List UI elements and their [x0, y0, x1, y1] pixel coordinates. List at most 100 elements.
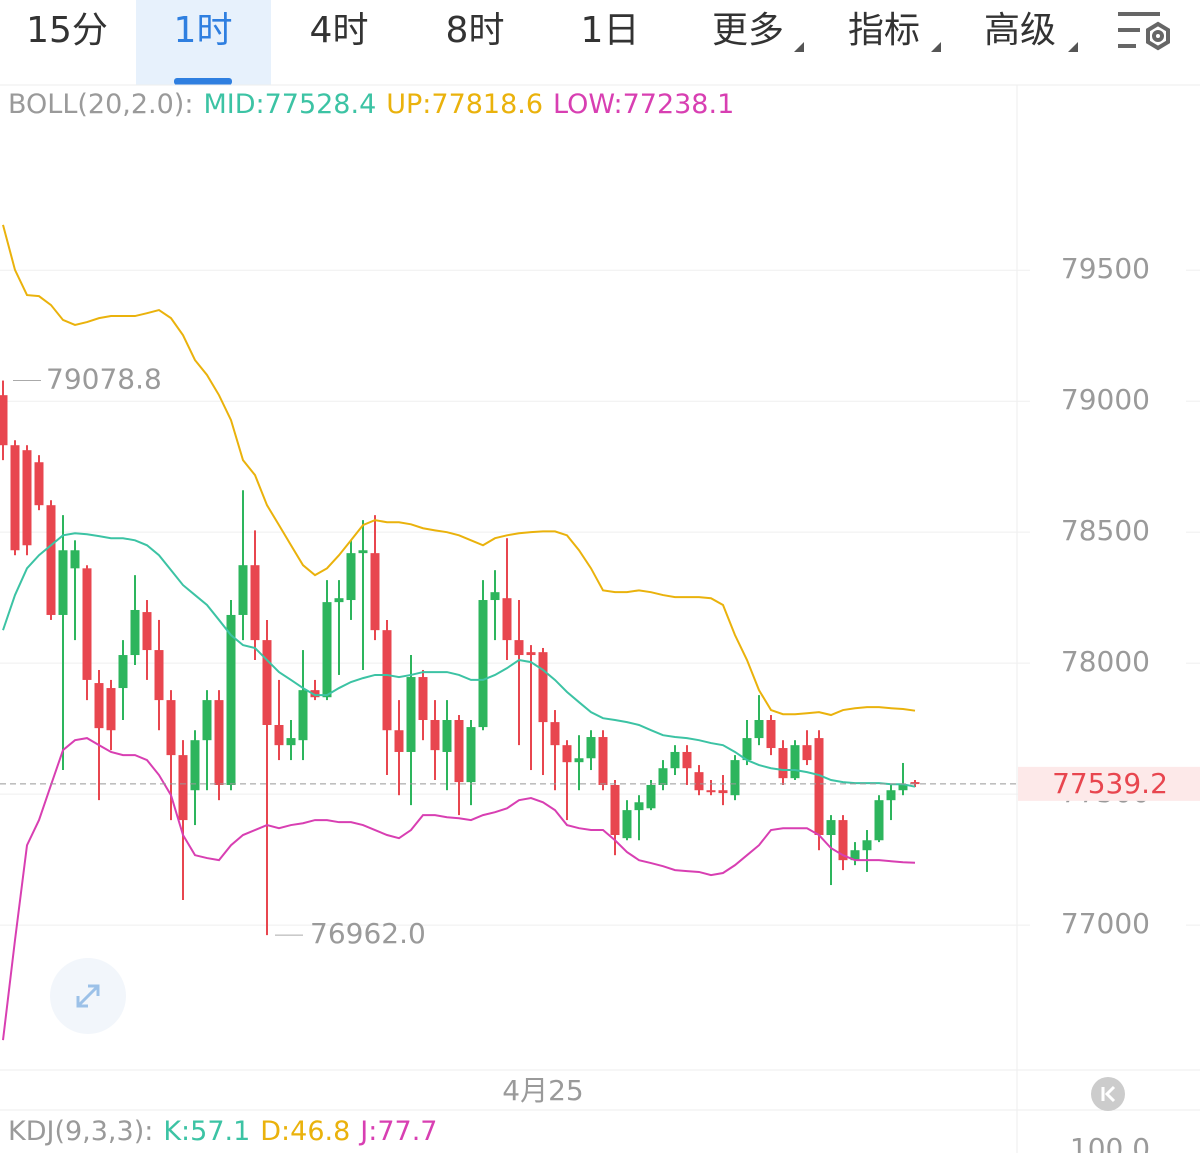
candle-body — [466, 727, 476, 783]
kdj-name: K: — [163, 1116, 190, 1147]
candle-body — [742, 738, 752, 761]
candle-body — [382, 630, 392, 731]
candle-body — [730, 760, 740, 796]
candle-body — [478, 600, 488, 728]
candle-body — [214, 700, 224, 785]
tab[interactable]: 1日 — [581, 10, 640, 51]
candle-body — [598, 737, 608, 785]
dropdown-arrow — [931, 42, 941, 52]
scroll-end-icon — [1101, 1085, 1116, 1103]
candle-body — [274, 724, 284, 746]
candle-body — [346, 553, 356, 601]
min-label: 76962.0 — [310, 917, 426, 950]
candle-body — [58, 550, 68, 615]
candle-body — [430, 720, 440, 751]
tab[interactable]: 指标 — [848, 10, 920, 51]
candle-body — [862, 840, 872, 851]
candle-body — [658, 768, 668, 785]
legend-value: 77528.4 — [265, 89, 377, 120]
max-label: 79078.8 — [46, 363, 162, 396]
y-tick-label: 77000 — [1061, 907, 1150, 940]
kdj-value: 46.8 — [290, 1116, 350, 1147]
kdj-name: J: — [358, 1116, 377, 1147]
tab[interactable]: 高级 — [984, 10, 1056, 51]
candle-body — [514, 640, 524, 656]
kdj-name: D: — [260, 1116, 290, 1147]
candle-body — [562, 745, 572, 763]
candle-body — [802, 745, 812, 761]
candle-body — [538, 652, 548, 723]
y-tick-label: 78000 — [1061, 645, 1150, 678]
settings-icon[interactable] — [1118, 12, 1170, 51]
kdj-value: 57.1 — [190, 1116, 250, 1147]
candle-body — [586, 737, 596, 759]
kdj-tick-label: 100.0 — [1070, 1132, 1150, 1153]
x-tick-label: 4月25 — [502, 1074, 583, 1107]
candle-body — [82, 568, 92, 680]
candle-body — [622, 810, 632, 839]
legend-name: LOW: — [553, 89, 623, 120]
candle-body — [226, 614, 236, 785]
candle-body — [46, 505, 56, 615]
candle-body — [106, 688, 116, 731]
dropdown-arrow — [794, 42, 804, 52]
candle-body — [394, 730, 404, 752]
kdj-value: 77.7 — [377, 1116, 437, 1147]
candle-body — [490, 592, 500, 601]
candle-body — [70, 550, 80, 569]
candle-body — [0, 395, 8, 446]
tab[interactable]: 4时 — [310, 10, 369, 51]
candle-body — [190, 740, 200, 791]
candle-body — [286, 738, 296, 746]
active-tab-bg — [136, 0, 271, 85]
candle-body — [202, 700, 212, 741]
tab[interactable]: 1时 — [174, 10, 233, 51]
candle-body — [166, 700, 176, 756]
candle-body — [886, 790, 896, 801]
candle-body — [910, 782, 920, 785]
fullscreen-icon — [76, 984, 100, 1008]
legend-name: UP: — [386, 89, 431, 120]
candle-body — [454, 720, 464, 783]
candle-body — [574, 758, 584, 763]
candle-body — [142, 612, 152, 651]
tab[interactable]: 8时 — [446, 10, 505, 51]
last-price-label: 77539.2 — [1052, 767, 1168, 800]
candle-body — [250, 565, 260, 641]
kdj-title: KDJ(9,3,3): — [8, 1116, 153, 1147]
candle-body — [418, 677, 428, 721]
legend-value: 77238.1 — [623, 89, 735, 120]
boll-legend: BOLL(20,2.0): MID:77528.4 UP:77818.6 LOW:77… — [8, 89, 734, 120]
candle-body — [838, 820, 848, 861]
candle-body — [754, 720, 764, 739]
active-tab-indicator — [174, 78, 232, 85]
kdj-legend: KDJ(9,3,3): K:57.1 D:46.8 J:77.7 — [8, 1116, 437, 1147]
candle-body — [178, 755, 188, 821]
candle-body — [262, 640, 272, 725]
y-tick-label: 79000 — [1061, 383, 1150, 416]
candle-body — [550, 722, 560, 746]
candle-body — [34, 462, 44, 506]
candle-body — [670, 751, 680, 769]
candle-body — [850, 850, 860, 861]
candle-body — [238, 565, 248, 615]
y-tick-label: 79500 — [1061, 252, 1150, 285]
boll-line — [2, 224, 916, 717]
candle-body — [130, 609, 140, 656]
legend-value: 77818.6 — [431, 89, 543, 120]
candle-body — [322, 602, 332, 698]
candle-body — [154, 650, 164, 701]
candle-body — [442, 720, 452, 752]
candle-body — [706, 790, 716, 793]
candle-body — [10, 445, 20, 551]
tab[interactable]: 更多 — [712, 10, 784, 51]
plot — [0, 224, 920, 1041]
candle-body — [778, 748, 788, 779]
candle-body — [526, 652, 536, 656]
tab-bar: 15分 1时 4时 8时 1日 更多 指标 高级 — [26, 0, 1056, 85]
candle-body — [610, 784, 620, 836]
boll-line — [2, 737, 916, 1041]
candle-body — [898, 784, 908, 791]
tab[interactable]: 15分 — [26, 10, 108, 51]
